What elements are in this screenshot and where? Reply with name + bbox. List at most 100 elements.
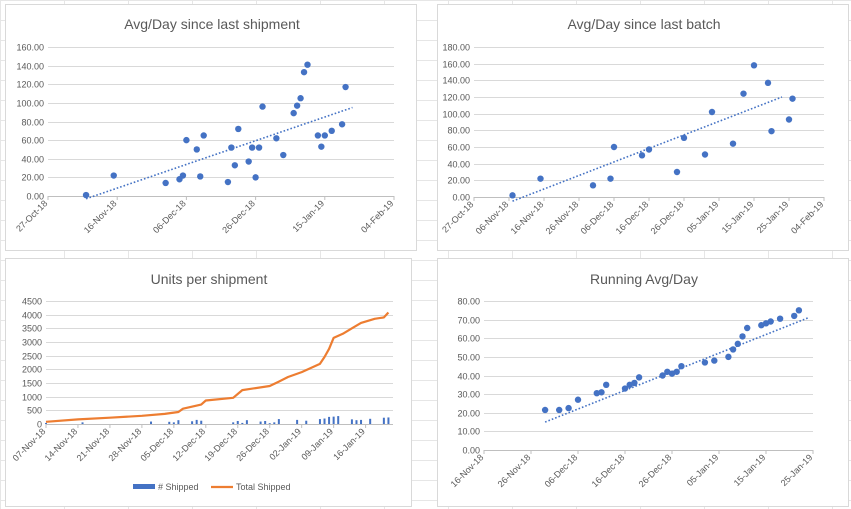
y-tick-label: 1000 — [22, 393, 42, 403]
x-tick-label: 25-Jan-19 — [755, 199, 791, 235]
chart-avg-day-since-last-shipment[interactable]: Avg/Day since last shipment 0.00 20.00 40.… — [5, 4, 417, 251]
y-tick-label: 3000 — [22, 338, 42, 348]
data-point — [776, 315, 784, 322]
y-tick-label: 30.00 — [457, 390, 480, 400]
x-tick-label: 02-Jan-19 — [267, 426, 303, 462]
chart-svg: Avg/Day since last batch 0.00 20.00 40.00 6… — [440, 16, 825, 236]
x-tick-label: 06-Dec-18 — [151, 198, 188, 235]
data-point — [565, 404, 572, 412]
shipped-bar — [323, 418, 326, 424]
shipped-bar — [232, 422, 235, 424]
shipped-bar — [168, 421, 171, 424]
legend-swatch-shipped — [133, 484, 155, 489]
shipped-bar — [350, 419, 353, 424]
data-point — [734, 340, 741, 348]
x-tick-label: 07-Nov-18 — [11, 426, 48, 463]
y-tick-label: 100.00 — [442, 110, 470, 120]
y-tick-label: 80.00 — [21, 118, 44, 128]
data-point — [248, 144, 256, 151]
x-tick-label: 16-Nov-18 — [509, 199, 546, 236]
trendline — [85, 106, 353, 200]
y-tick-label: 80.00 — [457, 297, 480, 307]
shipped-bar — [268, 423, 271, 424]
y-tick-label: 160.00 — [442, 60, 470, 70]
data-point — [645, 146, 653, 153]
data-point — [764, 79, 772, 87]
x-tick-label: 27-Oct-18 — [14, 198, 49, 233]
x-tick-label: 15-Jan-19 — [732, 452, 768, 488]
y-tick-label: 60.00 — [21, 136, 44, 146]
shipped-bar — [296, 419, 299, 424]
chart-title: Avg/Day since last batch — [567, 16, 720, 32]
data-point — [556, 406, 563, 414]
data-point — [678, 362, 685, 370]
y-tick-label: 4500 — [22, 297, 42, 307]
x-tick-label: 06-Nov-18 — [474, 199, 511, 236]
x-tick-label: 26-Dec-18 — [637, 452, 674, 489]
shipped-bar — [45, 422, 47, 424]
x-tick-label: 04-Feb-19 — [789, 199, 825, 235]
shipped-bar — [245, 420, 248, 424]
data-point — [197, 173, 204, 180]
y-tick-label: 180.00 — [442, 43, 470, 53]
data-point — [338, 121, 346, 128]
legend-label-total: Total Shipped — [236, 482, 291, 492]
data-point — [183, 136, 190, 144]
data-point — [744, 324, 751, 332]
data-point — [328, 127, 335, 135]
data-point — [110, 172, 117, 179]
data-point — [574, 396, 582, 403]
x-tick-label: 27-Oct-18 — [440, 199, 475, 234]
data-point — [789, 95, 796, 102]
data-point — [245, 158, 252, 165]
y-tick-label: 0.00 — [452, 193, 470, 203]
y-tick-label: 100.00 — [16, 99, 44, 109]
x-tick-label: 26-Dec-18 — [220, 198, 257, 235]
y-tick-label: 0.00 — [462, 446, 480, 456]
y-tick-label: 120.00 — [442, 93, 470, 103]
data-point — [701, 359, 709, 366]
y-tick-label: 40.00 — [21, 155, 44, 165]
shipped-bar — [191, 421, 194, 424]
shipped-bar — [369, 418, 372, 424]
chart-units-per-shipment[interactable]: Units per shipment 0 500 1000 1500 2000 2500 3… — [5, 258, 412, 507]
shipped-bar — [264, 420, 267, 424]
shipped-bar — [177, 420, 180, 424]
shipped-bar — [273, 422, 276, 424]
chart-running-avg-day[interactable]: Running Avg/Day 0.00 10.00 20.00 30.00 40.00… — [437, 258, 849, 507]
chart-title: Avg/Day since last shipment — [124, 16, 300, 32]
data-point — [607, 175, 614, 182]
y-tick-label: 2500 — [22, 352, 42, 362]
data-point — [293, 102, 301, 109]
data-point — [791, 312, 798, 320]
data-point — [701, 151, 709, 158]
x-tick-label: 25-Jan-19 — [779, 452, 815, 488]
data-point — [635, 374, 643, 381]
data-point — [318, 143, 325, 150]
x-tick-label: 28-Nov-18 — [107, 426, 144, 463]
chart-avg-day-since-last-batch[interactable]: Avg/Day since last batch 0.00 20.00 40.00 6… — [437, 4, 849, 251]
data-point — [767, 318, 774, 325]
x-tick-label: 09-Jan-19 — [299, 426, 335, 462]
chart-svg: Units per shipment 0 500 1000 1500 2000 2500 3… — [11, 271, 393, 492]
shipped-bar — [81, 422, 84, 424]
shipped-bar — [259, 421, 262, 424]
shipped-bar — [382, 417, 385, 424]
chart-svg: Running Avg/Day 0.00 10.00 20.00 30.00 40.00… — [449, 271, 815, 489]
data-point — [750, 62, 758, 69]
chart-title: Units per shipment — [151, 271, 268, 287]
data-point — [785, 116, 793, 123]
data-point — [621, 385, 629, 392]
data-point — [509, 192, 516, 199]
data-point — [231, 162, 239, 169]
data-point — [729, 140, 737, 147]
x-tick-label: 16-Dec-18 — [590, 452, 627, 489]
x-tick-label: 06-Dec-18 — [579, 199, 616, 236]
y-tick-label: 60.00 — [457, 334, 480, 344]
y-tick-label: 20.00 — [21, 173, 44, 183]
data-point — [603, 381, 610, 389]
shipped-bar — [305, 420, 308, 424]
x-tick-label: 15-Jan-19 — [290, 198, 326, 234]
data-point — [255, 144, 263, 151]
x-tick-label: 15-Jan-19 — [720, 199, 756, 235]
